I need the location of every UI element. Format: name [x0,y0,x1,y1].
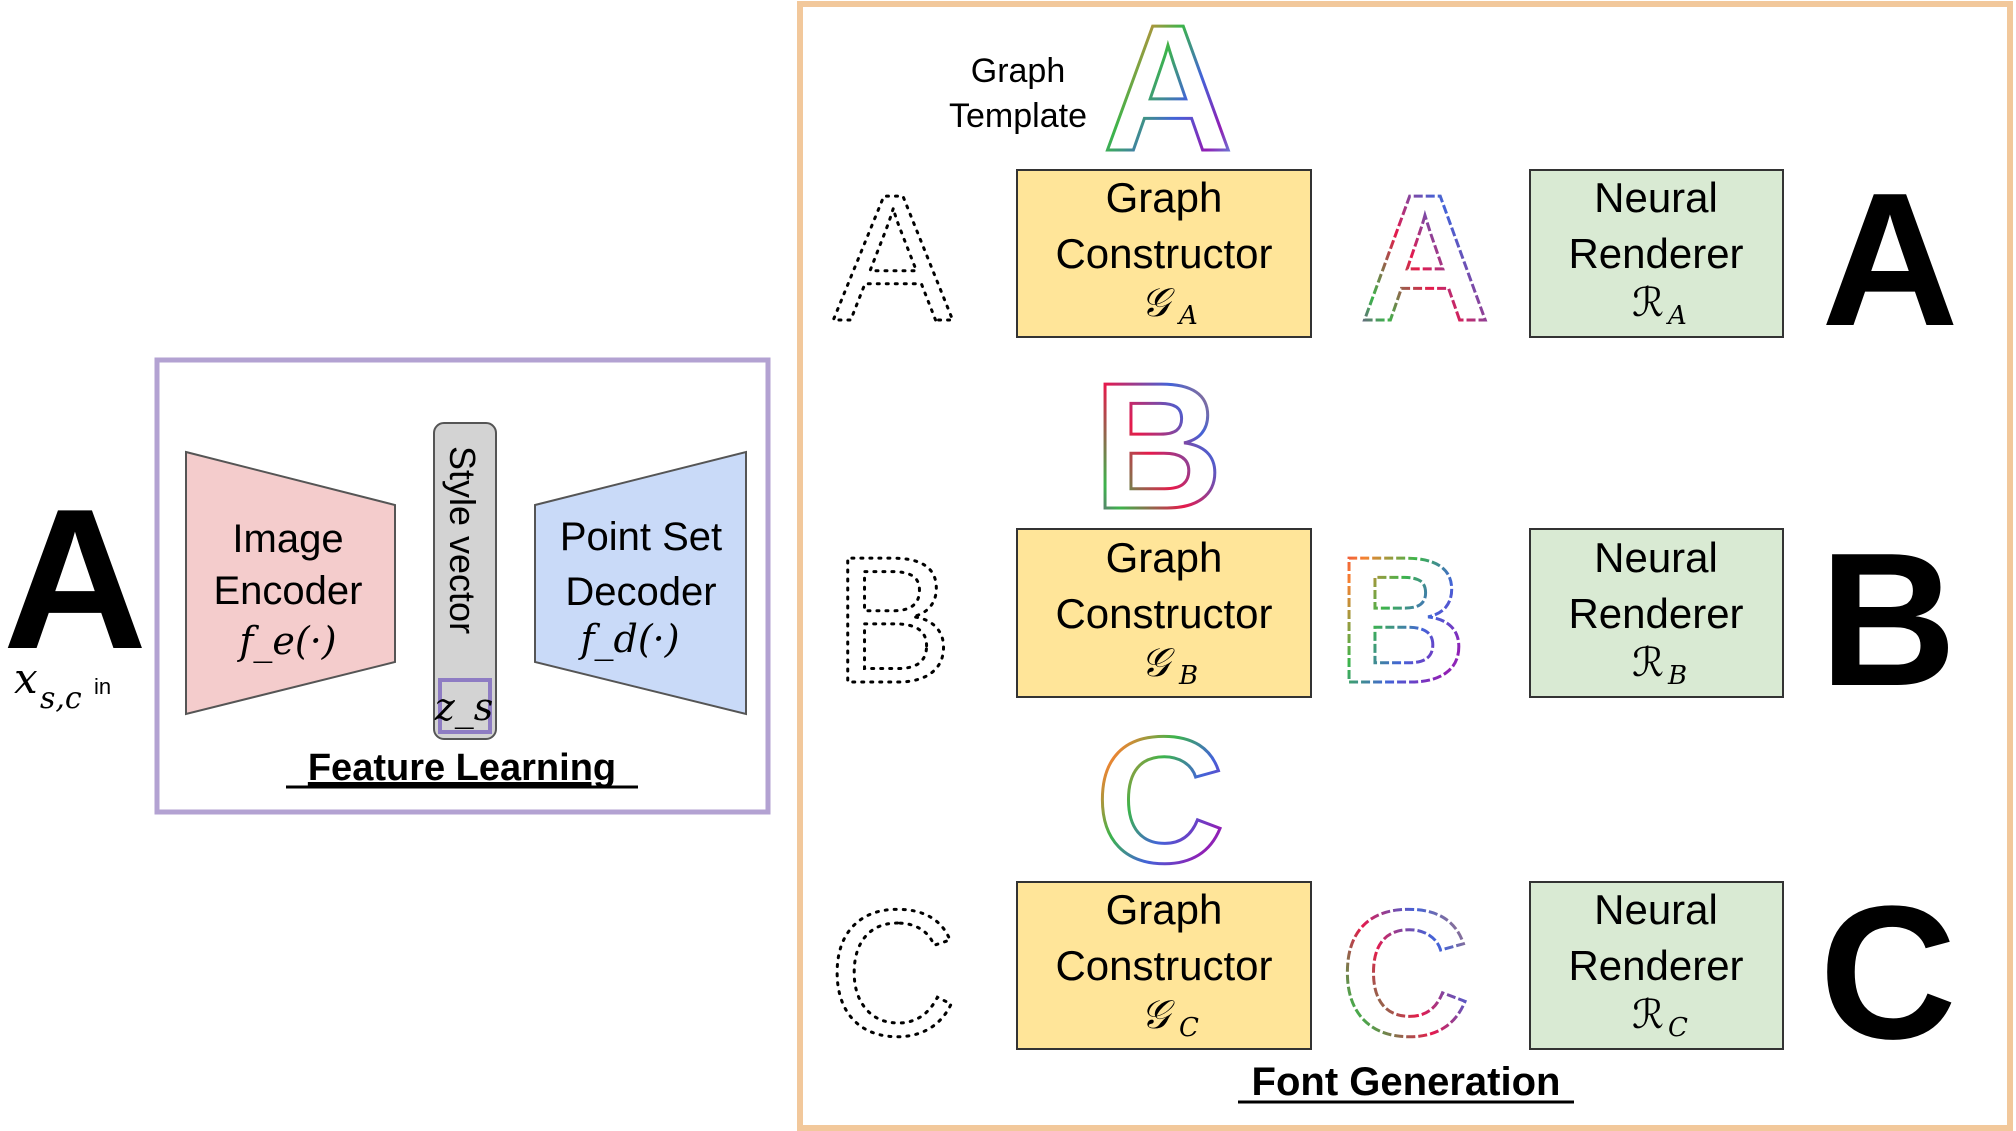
style-vector-label: Style vector [442,446,483,634]
graph-constructor-a-line2: Constructor [1055,230,1272,277]
style-code-symbol: z_s [434,685,494,730]
output-glyph-c: C [1819,867,1956,1079]
graph-constructor-b-line1: Graph [1106,534,1223,581]
encoder-shape [185,450,396,716]
neural-renderer-b [1529,528,1784,698]
neural-renderer-b-line2: Renderer [1568,590,1743,637]
graph-constructor-b [1016,528,1312,698]
output-glyph-b: B [1819,514,1956,726]
neural-renderer-b-sub: B [1667,661,1687,691]
neural-renderer-b-line1: Neural [1594,534,1718,581]
graph-constructor-c [1016,881,1312,1050]
graph-constructor-b-sub: B [1178,661,1198,691]
neural-renderer-c-line1: Neural [1594,886,1718,933]
output-glyph-a: A [1821,154,1958,366]
decoder-function: f_d(·) [577,617,679,662]
neural-renderer-a-sub: A [1666,301,1687,331]
neural-renderer-c-sub: C [1668,1013,1688,1043]
graph-constructor-c-sub: C [1179,1013,1199,1043]
feature-learning-border [154,357,771,815]
graph-glyph-b: B [1337,520,1467,721]
style-code-box [438,678,492,734]
point-set-glyph-b: B [833,520,953,721]
font-generation-panel: Graph Template A B C A Graph Constructor… [797,0,2013,1131]
encoder-label-line2: Encoder [214,569,363,613]
graph-constructor-c-line2: Constructor [1055,942,1272,989]
row-b: B Graph Constructor 𝒢 B B Neural Rendere… [831,514,1956,726]
input-glyph-label: x s,c in [14,654,111,716]
graph-constructor-c-line1: Graph [1106,886,1223,933]
input-glyph-char: A [3,468,147,691]
point-set-glyph-c: C [828,873,958,1074]
style-vector: Style vector z_s [433,422,497,740]
input-glyph: A x s,c in [3,468,147,716]
font-generation-border [797,1,2013,1131]
graph-template-label-line1: Graph [971,52,1066,90]
image-encoder: Image Encoder f_e(·) [185,450,396,716]
template-glyph-a: A [1103,0,1233,189]
decoder-label-line1: Point Set [560,515,722,559]
template-glyph-c: C [1095,700,1225,901]
neural-renderer-a [1529,169,1784,338]
input-label-sub: s,c [40,681,82,716]
input-label-x: x [14,654,38,703]
neural-renderer-a-symbol: ℛ [1632,281,1664,325]
font-generation-title: Font Generation [1252,1060,1561,1104]
graph-glyph-a: A [1360,158,1490,359]
row-a: A Graph Constructor 𝒢 A A Neural Rendere… [831,154,1958,366]
feature-learning-panel: Image Encoder f_e(·) Style vector z_s Po… [154,357,771,815]
neural-renderer-c-symbol: ℛ [1632,993,1664,1037]
graph-glyph-c: C [1340,873,1470,1074]
encoder-function: f_e(·) [236,619,336,664]
point-set-glyph-a: A [833,158,953,359]
template-glyph-b: B [1093,346,1223,547]
graph-template-label-line2: Template [949,97,1087,135]
encoder-label-line1: Image [232,517,343,561]
graph-constructor-a [1016,169,1312,338]
style-vector-bar [433,422,497,740]
graph-constructor-a-line1: Graph [1106,174,1223,221]
decoder-shape [534,450,747,716]
neural-renderer-c [1529,881,1784,1050]
neural-renderer-b-symbol: ℛ [1632,641,1664,685]
neural-renderer-c-line2: Renderer [1568,942,1743,989]
feature-learning-title: Feature Learning [308,747,616,789]
point-set-decoder: Point Set Decoder f_d(·) [534,450,747,716]
graph-constructor-b-line2: Constructor [1055,590,1272,637]
row-c: C Graph Constructor 𝒢 C C Neural Rendere… [827,867,1957,1079]
neural-renderer-a-line2: Renderer [1568,230,1743,277]
neural-renderer-a-line1: Neural [1594,174,1718,221]
graph-constructor-a-sub: A [1177,301,1198,331]
input-label-sup: in [94,674,111,699]
decoder-label-line2: Decoder [565,570,716,614]
